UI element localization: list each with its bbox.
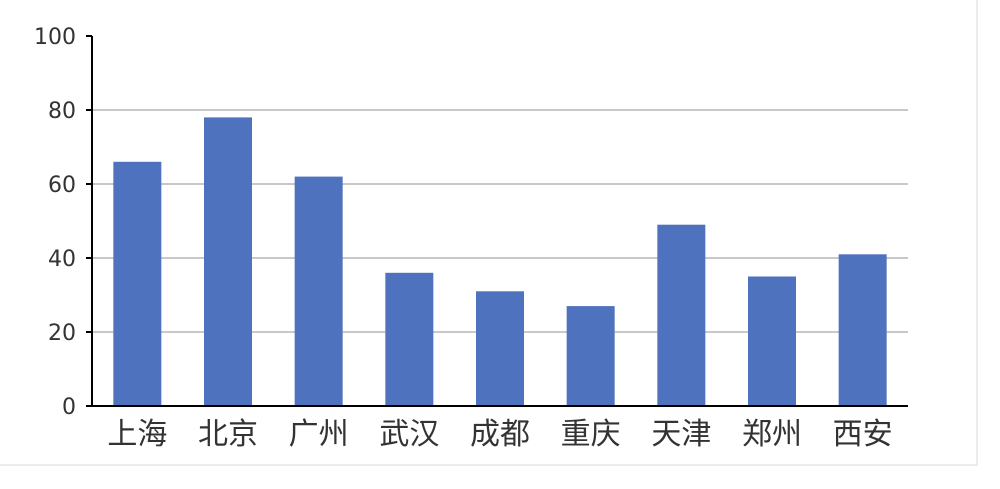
y-tick-labels: 0 20 40 60 80 100 — [34, 25, 92, 420]
chart-card: 0 20 40 60 80 100 上海 北京 广州 武汉 成都 重庆 天津 郑州 西安 — [0, 0, 978, 466]
x-tick-label: 郑州 — [742, 417, 802, 452]
y-tick-label: 100 — [34, 25, 76, 50]
y-tick-label: 0 — [62, 395, 76, 420]
x-tick-label: 广州 — [289, 417, 349, 452]
bar-1 — [113, 161, 162, 406]
x-tick-label: 成都 — [470, 417, 530, 452]
bar-7 — [657, 224, 706, 406]
bars — [113, 117, 887, 407]
bar-3 — [294, 176, 343, 406]
x-tick-label: 上海 — [107, 417, 167, 452]
y-tick-label: 20 — [48, 321, 76, 346]
x-tick-label: 北京 — [198, 417, 258, 452]
y-tick-label: 80 — [48, 99, 76, 124]
bar-8 — [748, 276, 796, 406]
x-tick-label: 西安 — [833, 417, 893, 452]
axes — [91, 36, 908, 407]
bar-6 — [566, 306, 615, 406]
x-tick-label: 天津 — [651, 417, 711, 452]
bar-5 — [476, 291, 524, 406]
x-tick-label: 重庆 — [561, 417, 621, 452]
x-tick-label: 武汉 — [379, 417, 439, 452]
bar-9 — [838, 254, 887, 406]
bar-4 — [385, 272, 434, 406]
y-tick-label: 40 — [48, 247, 76, 272]
x-tick-labels: 上海 北京 广州 武汉 成都 重庆 天津 郑州 西安 — [107, 417, 892, 452]
bar-2 — [204, 117, 252, 407]
y-tick-label: 60 — [48, 173, 76, 198]
bar-chart: 0 20 40 60 80 100 上海 北京 广州 武汉 成都 重庆 天津 郑州 西安 — [34, 25, 908, 452]
